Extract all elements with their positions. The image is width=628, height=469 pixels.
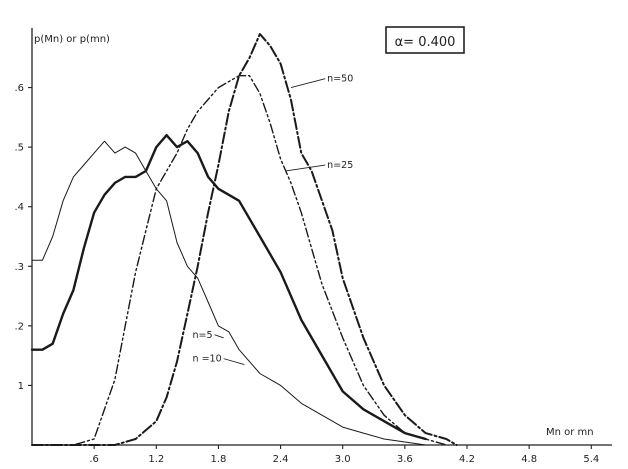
x-tick-label: 1.2 xyxy=(148,454,164,465)
curve-group xyxy=(30,33,458,446)
annotation-group: n=50 n=25 n=5 n =10 xyxy=(193,74,353,366)
curve-annotation-label: n=50 xyxy=(327,74,353,85)
annotation-leader-line xyxy=(223,358,245,366)
x-tick-label: 5.4 xyxy=(583,454,599,465)
y-tick-label: .4 xyxy=(14,202,24,213)
x-tick-label: .6 xyxy=(89,454,99,465)
annotation-leader-line xyxy=(290,78,326,89)
curve-annotation-label: n=5 xyxy=(193,330,213,341)
annotation-leader-line xyxy=(285,164,326,172)
curve-n-25 xyxy=(31,74,447,446)
x-tick-label: 4.2 xyxy=(459,454,475,465)
y-tick-label: 1 xyxy=(18,381,24,392)
y-tick-label: .3 xyxy=(14,262,24,273)
x-tick-label: 2.4 xyxy=(273,454,289,465)
annotation-leader-line xyxy=(214,334,224,339)
curve-n-5 xyxy=(31,140,427,446)
x-tick-label: 3.6 xyxy=(397,454,413,465)
x-tick-label: 1.8 xyxy=(210,454,226,465)
y-tick-group: 1 .2 .3 .4 .5 .6 xyxy=(14,83,32,392)
curve-n-50 xyxy=(31,33,458,446)
parameter-label: α= 0.400 xyxy=(395,35,456,50)
x-axis-label: Mn or mn xyxy=(546,427,594,438)
x-tick-label: 4.8 xyxy=(521,454,537,465)
y-tick-label: .6 xyxy=(14,83,24,94)
x-tick-group: .6 1.2 1.8 2.4 3.0 3.6 4.2 4.8 5.4 xyxy=(89,445,599,465)
curve-n-10 xyxy=(30,133,427,441)
y-tick-label: .2 xyxy=(14,321,24,332)
parameter-box xyxy=(385,26,465,54)
y-tick-label: .5 xyxy=(14,143,24,154)
curve-annotation-label: n=25 xyxy=(327,160,353,171)
y-axis-label: p(Mn) or p(mn) xyxy=(34,34,110,45)
x-tick-label: 3.0 xyxy=(335,454,351,465)
curve-annotation-label: n =10 xyxy=(193,354,222,365)
